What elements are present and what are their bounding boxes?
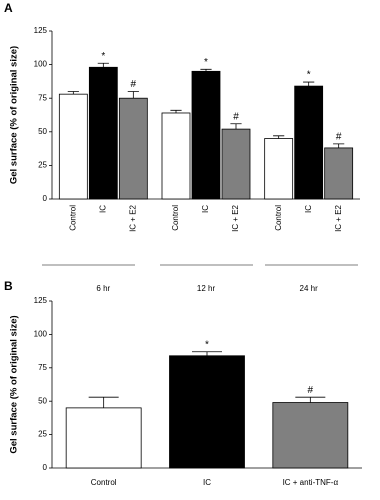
error-bar bbox=[97, 62, 109, 68]
x-tick-label: IC bbox=[203, 478, 211, 487]
y-tick-label: 0 bbox=[43, 194, 48, 203]
error-bar bbox=[127, 91, 139, 99]
error-bar bbox=[230, 123, 242, 130]
bar bbox=[58, 93, 88, 200]
y-tick-label: 75 bbox=[38, 363, 47, 372]
y-axis-label: Gel surface (% of original size) bbox=[9, 315, 20, 453]
significance-mark: * bbox=[204, 57, 208, 68]
category-label: Control bbox=[68, 205, 77, 231]
significance-mark: * bbox=[307, 70, 311, 81]
bar bbox=[65, 407, 142, 469]
y-tick-label: 50 bbox=[38, 396, 47, 405]
y-tick-label: 75 bbox=[38, 93, 47, 102]
bar bbox=[272, 402, 349, 469]
error-bar bbox=[192, 351, 222, 356]
bar bbox=[324, 147, 354, 200]
significance-mark: * bbox=[101, 51, 105, 62]
bar bbox=[264, 138, 294, 200]
bar bbox=[294, 85, 324, 200]
y-tick-label: 25 bbox=[38, 430, 47, 439]
error-bar bbox=[67, 91, 79, 95]
bar bbox=[161, 112, 191, 200]
category-label: IC + E2 bbox=[231, 204, 240, 231]
error-bar bbox=[333, 143, 345, 148]
category-label: IC bbox=[201, 205, 210, 213]
panel-label: A bbox=[4, 1, 13, 15]
bar bbox=[88, 66, 118, 200]
y-tick-label: 125 bbox=[34, 26, 48, 35]
y-tick-label: 25 bbox=[38, 161, 47, 170]
y-tick-label: 100 bbox=[34, 330, 48, 339]
error-bar bbox=[303, 81, 315, 87]
y-axis-label: Gel surface (% of original size) bbox=[9, 46, 20, 184]
error-bar bbox=[88, 396, 119, 408]
error-bar bbox=[200, 68, 212, 72]
category-label: IC + E2 bbox=[128, 204, 137, 231]
y-tick-label: 125 bbox=[34, 296, 48, 305]
panel-label: B bbox=[4, 279, 13, 293]
y-tick-label: 0 bbox=[43, 463, 48, 472]
y-tick-label: 50 bbox=[38, 127, 47, 136]
significance-mark: # bbox=[233, 111, 239, 122]
x-tick-label: IC + anti-TNF-α bbox=[283, 478, 339, 487]
bar bbox=[169, 355, 245, 469]
group-label: 12 hr bbox=[197, 284, 216, 293]
group-label: 6 hr bbox=[96, 284, 110, 293]
bar bbox=[221, 128, 251, 200]
error-bar bbox=[273, 135, 285, 139]
bar bbox=[118, 97, 148, 200]
significance-mark: * bbox=[205, 339, 209, 350]
category-label: Control bbox=[171, 205, 180, 231]
y-tick-label: 100 bbox=[34, 60, 48, 69]
group-label: 24 hr bbox=[300, 284, 319, 293]
x-tick-label: Control bbox=[91, 478, 117, 487]
significance-mark: # bbox=[131, 79, 137, 90]
category-label: Control bbox=[274, 205, 283, 231]
significance-mark: # bbox=[336, 132, 342, 143]
significance-mark: # bbox=[308, 385, 314, 396]
category-label: IC bbox=[304, 205, 313, 213]
bar bbox=[191, 70, 221, 200]
category-label: IC + E2 bbox=[334, 204, 343, 231]
error-bar bbox=[295, 396, 326, 403]
category-label: IC bbox=[98, 205, 107, 213]
error-bar bbox=[170, 109, 182, 113]
